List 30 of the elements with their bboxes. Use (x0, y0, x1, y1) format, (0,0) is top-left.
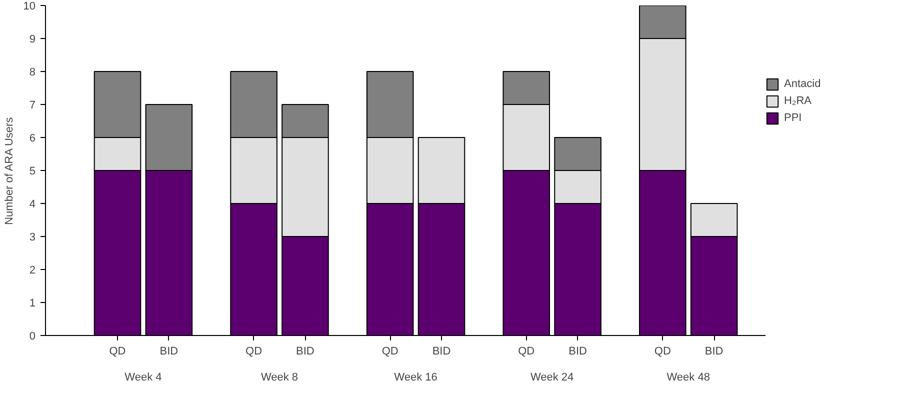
y-axis-title: Number of ARA Users (3, 116, 16, 225)
y-tick-label: 5 (29, 166, 36, 178)
x-tick-label: QD (654, 346, 671, 358)
text: Week 8 (260, 372, 298, 384)
y-tick-label: 6 (29, 132, 36, 144)
legend-label: Antacid (784, 78, 821, 90)
text: Week 4 (124, 372, 162, 384)
x-tick-label: BID (568, 346, 588, 358)
y-tick-label: 4 (29, 198, 36, 210)
y-tick-label: 3 (29, 232, 36, 244)
text: Week 24 (530, 372, 574, 384)
x-tick-label: QD (382, 346, 398, 358)
x-tick-label: BID (296, 346, 314, 358)
y-tick-label: 10 (23, 0, 36, 12)
x-tick-label: BID (160, 346, 178, 358)
x-tick-label: QD (246, 346, 262, 358)
y-tick-label: 7 (29, 100, 36, 112)
x-tick-label: BID (704, 346, 724, 358)
y-tick-label: 2 (29, 264, 36, 276)
y-tick-label: 9 (29, 34, 36, 46)
y-tick-label: 0 (29, 330, 36, 342)
y-tick-label: 8 (29, 66, 36, 78)
text: Week 48 (666, 372, 710, 384)
x-tick-label: QD (518, 346, 535, 358)
legend-label: PPI (784, 112, 803, 124)
legend-label: H₂RA (784, 95, 812, 107)
x-tick-label: QD (109, 346, 126, 358)
text: Week 16 (394, 372, 438, 384)
y-tick-label: 1 (29, 298, 36, 310)
x-tick-label: BID (432, 346, 451, 358)
